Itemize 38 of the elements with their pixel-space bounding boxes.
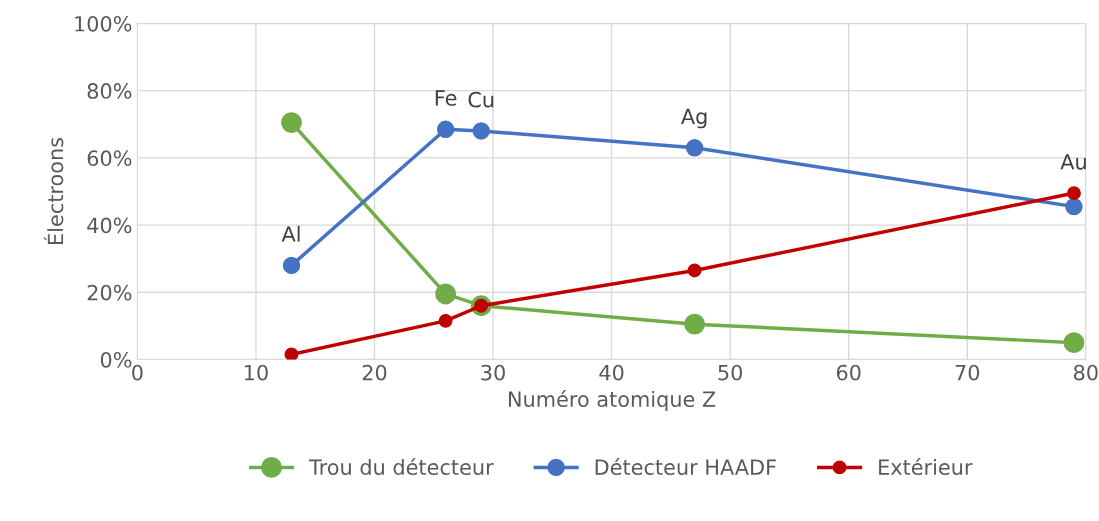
y-tick-label: 0%	[100, 351, 132, 368]
x-axis-title: Numéro atomique Z	[509, 390, 716, 412]
x-tick-label: 0	[132, 364, 143, 381]
point	[1063, 332, 1085, 354]
point	[1067, 186, 1081, 201]
point	[472, 122, 490, 140]
y-tick-label: 80%	[87, 83, 132, 99]
x-tick-label: 50	[718, 364, 743, 381]
y-tick-label: 20%	[87, 284, 132, 301]
point	[282, 256, 301, 275]
annotation: Al	[281, 225, 300, 242]
x-tick-label: 60	[836, 364, 861, 381]
point	[284, 347, 299, 360]
y-tick-label: 40%	[87, 217, 132, 234]
point	[436, 120, 455, 138]
annotation: Cu	[468, 91, 494, 108]
y-tick-label: 60%	[87, 150, 132, 167]
x-tick-label: 10	[244, 364, 268, 381]
point	[435, 283, 457, 305]
point	[687, 263, 702, 278]
x-tick-label: 20	[362, 364, 387, 381]
y-axis-title: Électroons	[43, 137, 64, 244]
legend-label: Trou du détecteur	[308, 458, 494, 476]
legend-label: Extérieur	[879, 458, 973, 476]
point	[684, 313, 705, 335]
x-tick-label: 40	[599, 364, 624, 381]
y-tick-label: 100%	[75, 15, 132, 32]
x-tick-label: 30	[481, 364, 505, 381]
annotation: Au	[1060, 154, 1086, 170]
point	[1065, 197, 1083, 216]
x-tick-label: 80	[1073, 364, 1098, 381]
annotation: Ag	[681, 108, 707, 129]
x-tick-label: 70	[955, 364, 980, 381]
point	[685, 139, 704, 157]
legend-label: Détecteur HAADF	[595, 458, 776, 476]
point	[438, 313, 453, 328]
point	[281, 112, 302, 133]
annotation: Fe	[435, 90, 457, 106]
